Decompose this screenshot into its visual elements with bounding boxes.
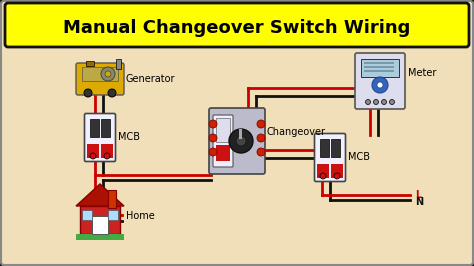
Bar <box>216 145 230 161</box>
Bar <box>108 190 116 208</box>
Bar <box>331 164 344 178</box>
Circle shape <box>374 99 379 105</box>
FancyBboxPatch shape <box>315 134 346 181</box>
Circle shape <box>257 134 265 142</box>
Circle shape <box>257 148 265 156</box>
Bar <box>108 210 118 220</box>
Circle shape <box>382 99 386 105</box>
Text: L: L <box>415 190 421 200</box>
Circle shape <box>390 99 394 105</box>
Circle shape <box>101 67 115 81</box>
FancyBboxPatch shape <box>355 53 405 109</box>
Text: MCB: MCB <box>118 132 140 142</box>
Circle shape <box>257 120 265 128</box>
Circle shape <box>377 82 383 88</box>
Bar <box>364 70 394 72</box>
Bar <box>90 119 99 137</box>
Bar <box>87 144 100 158</box>
Text: Meter: Meter <box>408 68 437 78</box>
Bar <box>76 234 124 240</box>
Circle shape <box>372 77 388 93</box>
FancyBboxPatch shape <box>76 63 124 95</box>
Circle shape <box>90 153 96 159</box>
FancyBboxPatch shape <box>5 3 469 47</box>
Bar <box>86 61 94 66</box>
FancyBboxPatch shape <box>209 108 265 174</box>
Bar <box>80 206 120 234</box>
Text: MCB: MCB <box>348 152 370 162</box>
Circle shape <box>108 89 116 97</box>
Bar <box>216 118 230 142</box>
Bar <box>361 59 399 77</box>
FancyBboxPatch shape <box>213 115 233 167</box>
Circle shape <box>334 173 340 179</box>
Circle shape <box>320 173 326 179</box>
Polygon shape <box>76 184 124 206</box>
Bar <box>82 210 92 220</box>
Text: N: N <box>415 197 423 207</box>
Bar <box>82 67 118 81</box>
Bar <box>116 59 121 69</box>
Circle shape <box>209 148 217 156</box>
Circle shape <box>229 129 253 153</box>
Circle shape <box>236 136 246 146</box>
Text: Home: Home <box>126 211 155 221</box>
FancyBboxPatch shape <box>84 114 116 161</box>
Bar <box>92 216 108 234</box>
Circle shape <box>104 153 110 159</box>
Bar <box>331 139 340 157</box>
Text: Changeover: Changeover <box>267 127 326 137</box>
Text: Generator: Generator <box>126 74 175 84</box>
Bar <box>364 62 394 64</box>
Circle shape <box>84 89 92 97</box>
Bar <box>101 144 113 158</box>
Bar <box>364 66 394 68</box>
Circle shape <box>365 99 371 105</box>
Circle shape <box>209 134 217 142</box>
Circle shape <box>105 71 111 77</box>
Text: Manual Changeover Switch Wiring: Manual Changeover Switch Wiring <box>64 19 410 37</box>
Bar <box>239 129 242 139</box>
Circle shape <box>209 120 217 128</box>
Bar <box>317 164 329 178</box>
Bar <box>320 139 329 157</box>
Bar <box>101 119 110 137</box>
